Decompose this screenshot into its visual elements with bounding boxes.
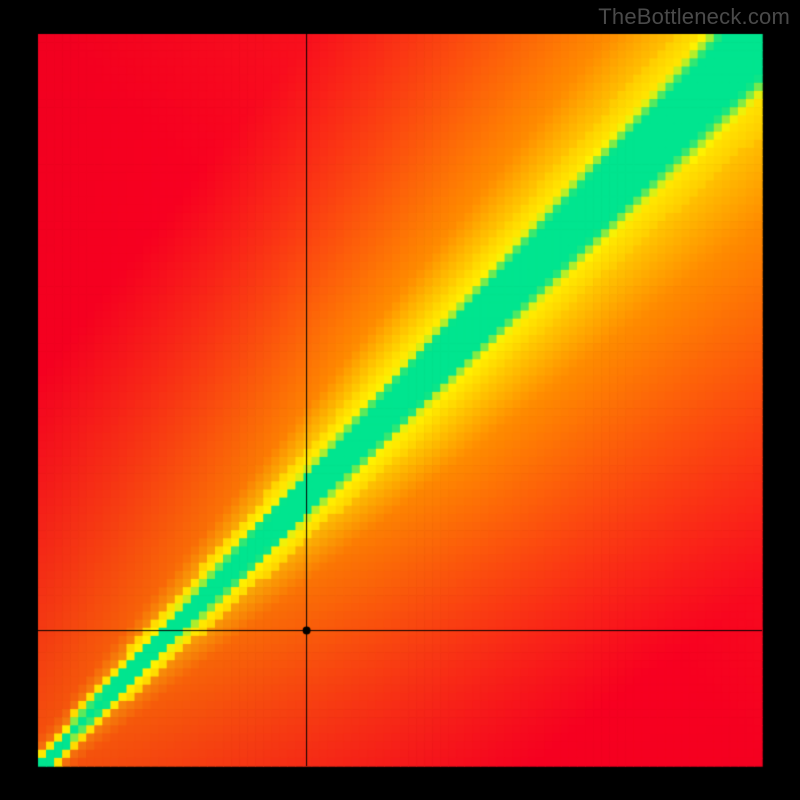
chart-container: { "watermark": { "text": "TheBottleneck.… xyxy=(0,0,800,800)
bottleneck-heatmap xyxy=(0,0,800,800)
watermark-text: TheBottleneck.com xyxy=(598,4,790,30)
